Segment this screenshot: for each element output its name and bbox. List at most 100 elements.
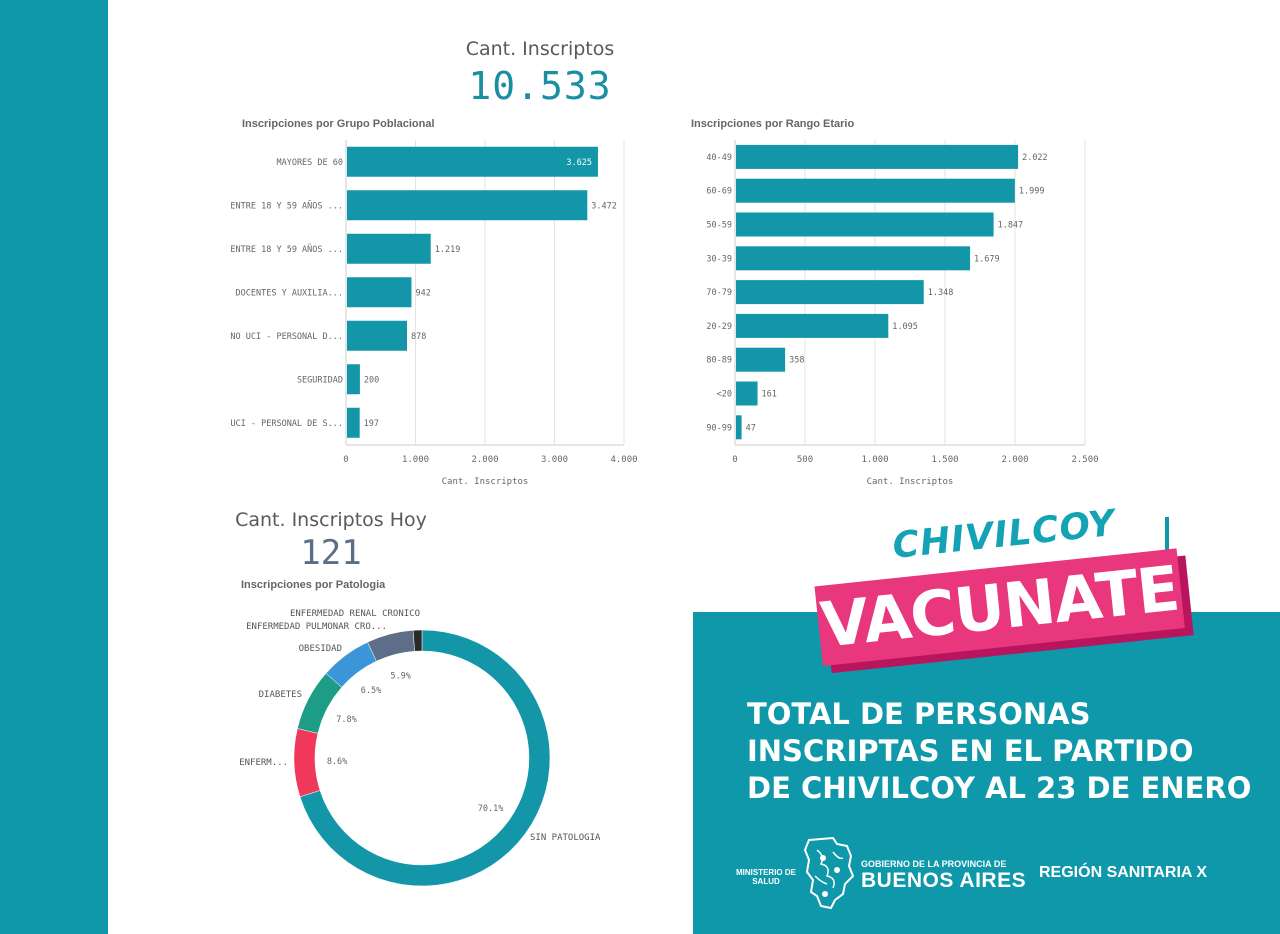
category-label: MAYORES DE 60 (276, 158, 343, 168)
slice-label: ENFERMEDAD PULMONAR CRO... (246, 622, 387, 632)
bar (347, 364, 360, 395)
donut-slice (367, 630, 415, 662)
x-tick-label: 3.000 (541, 455, 568, 465)
value-label: 1.348 (928, 288, 954, 298)
bar (736, 313, 889, 338)
bar (736, 347, 786, 372)
slice-pct-label: 5.9% (390, 672, 410, 682)
x-tick-label: 2.000 (1001, 455, 1028, 465)
bar (736, 415, 742, 440)
slice-pct-label: 7.8% (336, 715, 356, 725)
bar-chart-rango-etario: 0 500 1.000 1.500 2.000 2.500 40-49 2.022 60-69 1… (706, 140, 1099, 487)
category-label: SEGURIDAD (297, 375, 343, 385)
slice-label: ENFERMEDAD RENAL CRONICO (290, 609, 420, 619)
bar (736, 178, 1015, 203)
slice-label: ENFERM... (239, 758, 288, 768)
value-label: 161 (762, 390, 777, 400)
category-label: 40-49 (706, 153, 732, 163)
category-label: 90-99 (706, 423, 732, 433)
slice-label: DIABETES (259, 690, 302, 700)
category-label: 80-89 (706, 356, 732, 366)
kpi-total-value: 10.533 (468, 64, 612, 108)
value-label: 2.022 (1022, 153, 1048, 163)
category-label: DOCENTES Y AUXILIA... (236, 288, 343, 298)
value-label: 1.219 (435, 245, 461, 255)
value-label: 878 (411, 332, 426, 342)
slice-pct-label: 8.6% (327, 757, 347, 767)
bar-chart-grupo-poblacional: 0 1.000 2.000 3.000 4.000 MAYORES DE 60 3.625 E… (230, 140, 638, 487)
category-label: 60-69 (706, 187, 732, 197)
chart-title-grupo: Inscripciones por Grupo Poblacional (242, 118, 435, 130)
category-label: ENTRE 18 Y 59 AÑOS ... (230, 200, 343, 211)
x-tick-label: 1.500 (931, 455, 958, 465)
bar (736, 212, 994, 237)
category-label: UCI - PERSONAL DE S... (230, 419, 343, 429)
promo-line-2: INSCRIPTAS EN EL PARTIDO (747, 734, 1194, 768)
category-label: 50-59 (706, 221, 732, 231)
donut-chart-patologia: 70.1% 8.6% 7.8% 6.5% 5.9% SIN PATOLOGIA ENFERM… (239, 609, 601, 887)
category-label: NO UCI - PERSONAL D... (230, 332, 343, 342)
category-label: <20 (717, 390, 732, 400)
slice-pct-label: 6.5% (361, 686, 381, 696)
donut-slice (293, 728, 321, 798)
bar (736, 280, 924, 305)
kpi-today-value: 121 (300, 533, 362, 573)
bar (347, 277, 412, 308)
value-label: 3.625 (566, 158, 592, 168)
promo-headline: TOTAL DE PERSONAS INSCRIPTAS EN EL PARTI… (747, 696, 1267, 807)
bar (736, 381, 758, 406)
value-label: 197 (364, 419, 379, 429)
kpi-total-registered: Cant. Inscriptos 10.533 (430, 38, 650, 108)
value-label: 47 (746, 423, 756, 433)
value-label: 200 (364, 375, 379, 385)
kpi-total-label: Cant. Inscriptos (465, 38, 615, 60)
value-label: 1.999 (1019, 187, 1045, 197)
category-label: 30-39 (706, 254, 732, 264)
bar (347, 233, 431, 264)
donut-slice (297, 672, 343, 734)
slogan-box: VACUNATE (814, 548, 1194, 674)
kpi-today-registered: Cant. Inscriptos Hoy 121 (220, 509, 442, 573)
value-label: 942 (415, 288, 430, 298)
slogan-badge: CHIVILCOY VACUNATE (810, 503, 1200, 675)
ministerio-salud-label: MINISTERIO DE SALUD (735, 868, 796, 886)
region-sanitaria-label: REGIÓN SANITARIA X (1039, 864, 1208, 881)
donut-slice (299, 629, 551, 887)
x-tick-label: 1.000 (861, 455, 888, 465)
kpi-today-label: Cant. Inscriptos Hoy (235, 509, 427, 531)
category-label: 20-29 (706, 322, 732, 332)
value-label: 3.472 (591, 201, 617, 211)
left-color-band (0, 0, 108, 934)
slice-label: SIN PATOLOGIA (530, 833, 601, 843)
x-tick-label: 0 (343, 455, 348, 465)
bar (736, 144, 1019, 169)
logo-row: MINISTERIO DE SALUD GOBIERNO DE LA PROVI… (693, 834, 1280, 914)
x-axis-title: Cant. Inscriptos (867, 477, 954, 487)
value-label: 1.095 (892, 322, 918, 332)
chart-title-patologia: Inscripciones por Patologia (241, 579, 386, 591)
chart-title-rango: Inscripciones por Rango Etario (691, 118, 855, 130)
value-label: 1.679 (974, 254, 1000, 264)
promo-line-1: TOTAL DE PERSONAS (747, 697, 1091, 731)
donut-slice (412, 629, 423, 652)
x-tick-label: 2.000 (471, 455, 498, 465)
province-map-icon (803, 836, 855, 910)
slogan-stick (1165, 517, 1169, 557)
bar (736, 246, 971, 271)
value-label: 1.847 (998, 221, 1024, 231)
category-label: 70-79 (706, 288, 732, 298)
x-tick-label: 500 (797, 455, 813, 465)
slice-label: OBESIDAD (299, 644, 342, 654)
slice-pct-label: 70.1% (478, 804, 504, 814)
x-tick-label: 2.500 (1071, 455, 1098, 465)
x-tick-label: 0 (732, 455, 737, 465)
gobierno-label: GOBIERNO DE LA PROVINCIA DE (861, 859, 1007, 869)
bar (347, 146, 598, 177)
promo-panel: TOTAL DE PERSONAS INSCRIPTAS EN EL PARTI… (693, 612, 1280, 934)
bar (347, 320, 408, 351)
x-axis-title: Cant. Inscriptos (442, 477, 529, 487)
bar (347, 407, 360, 438)
bar (347, 190, 588, 221)
category-label: ENTRE 18 Y 59 AÑOS ... (230, 244, 343, 255)
buenos-aires-label: BUENOS AIRES (861, 869, 1027, 892)
